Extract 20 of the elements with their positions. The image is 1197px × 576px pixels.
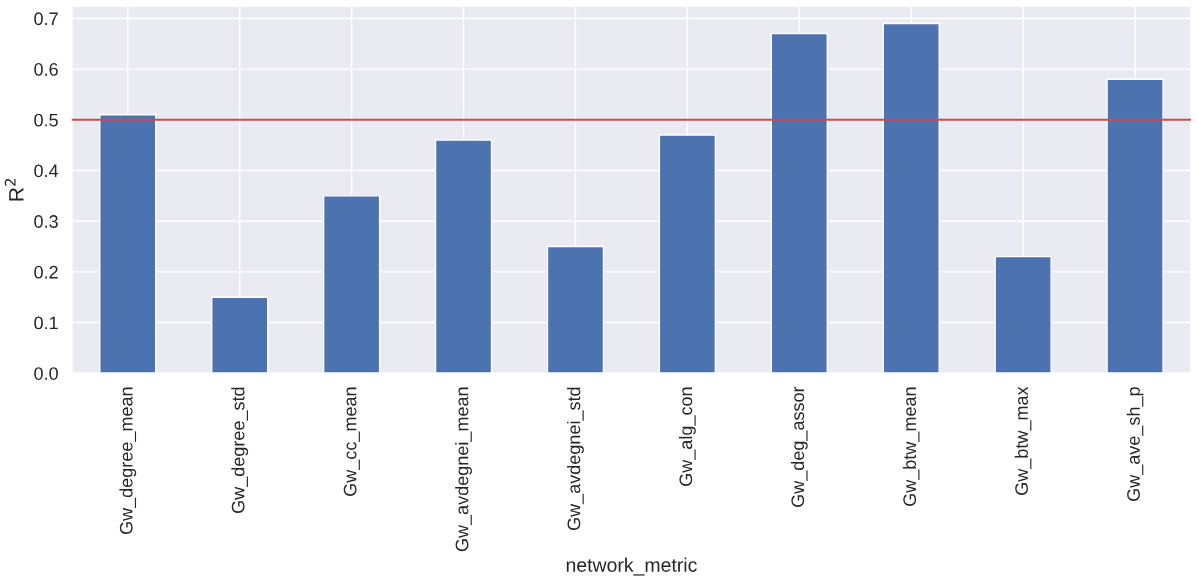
x-tick-label: Gw_avdegnei_std [567, 387, 584, 531]
y-tick-label: 0.6 [34, 63, 58, 76]
y-axis-title: R$^{2}$ [4, 179, 24, 201]
x-tick-label: Gw_degree_std [231, 387, 249, 513]
y-tick-label: 0.5 [34, 113, 58, 127]
y-tick-label: 0.2 [34, 265, 58, 279]
y-tick-label: 0.3 [34, 215, 58, 228]
x-tick-label: Gw_ave_sh_p [1126, 387, 1144, 501]
y-tick-label: 0.1 [34, 316, 58, 330]
y-tick-label: 0.4 [34, 164, 59, 178]
y-tick-label: 0.0 [34, 367, 58, 380]
x-tick-label: Gw_cc_mean [343, 387, 360, 496]
x-tick-label: Gw_deg_assor [790, 386, 808, 507]
x-tick-label: Gw_avdegnei_mean [455, 387, 472, 552]
x-tick-label: Gw_btw_max [1014, 386, 1032, 495]
y-tick-label: 0.7 [34, 12, 58, 26]
x-tick-label: Gw_degree_mean [119, 387, 137, 535]
x-tick-label: Gw_btw_mean [902, 387, 920, 506]
x-axis-title: network_metric [566, 557, 697, 576]
x-tick-label: Gw_alg_con [678, 387, 696, 486]
